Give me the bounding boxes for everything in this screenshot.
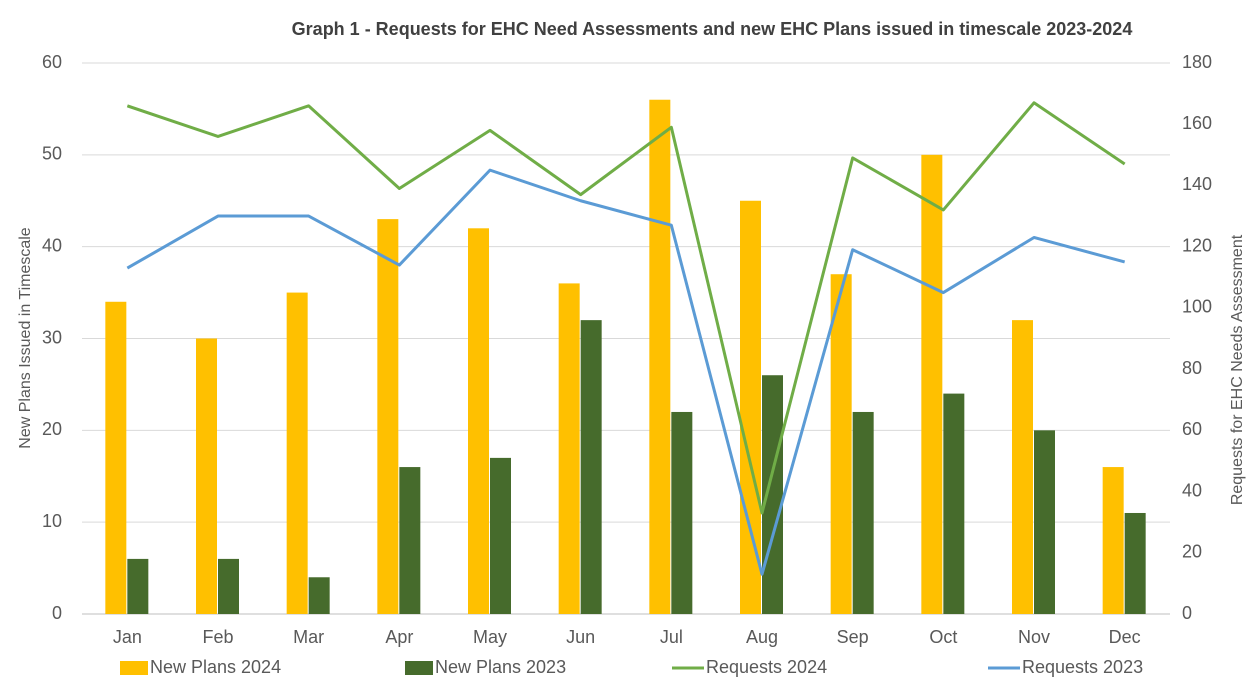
bar bbox=[105, 301, 127, 614]
chart-title: Graph 1 - Requests for EHC Need Assessme… bbox=[291, 19, 1133, 39]
y2-axis-label: Requests for EHC Needs Assessment bbox=[1229, 234, 1246, 505]
y2-tick-label: 0 bbox=[1182, 603, 1192, 623]
x-tick-label: Mar bbox=[293, 627, 324, 647]
y2-tick-label: 180 bbox=[1182, 52, 1212, 72]
bar bbox=[196, 338, 217, 614]
y-axis-label: New Plans Issued in Timescale bbox=[17, 227, 34, 449]
bar bbox=[468, 228, 489, 615]
x-tick-label: May bbox=[473, 627, 507, 647]
y2-tick-label: 60 bbox=[1182, 419, 1202, 439]
legend-swatch bbox=[120, 661, 148, 675]
bar bbox=[1012, 320, 1033, 614]
x-tick-label: Feb bbox=[202, 627, 233, 647]
line-series bbox=[126, 168, 1126, 576]
y-tick-label: 50 bbox=[42, 144, 62, 164]
x-tick-label: Sep bbox=[837, 627, 869, 647]
y2-tick-label: 40 bbox=[1182, 480, 1202, 500]
y-tick-label: 30 bbox=[42, 327, 62, 347]
bar bbox=[558, 283, 580, 614]
legend-label: Requests 2024 bbox=[706, 657, 827, 677]
bar bbox=[1102, 467, 1124, 614]
y2-tick-label: 120 bbox=[1182, 235, 1212, 255]
bar bbox=[127, 558, 149, 614]
bar bbox=[1034, 430, 1055, 614]
y-tick-label: 10 bbox=[42, 511, 62, 531]
x-tick-label: Jul bbox=[660, 627, 683, 647]
bar bbox=[286, 292, 308, 614]
x-tick-label: Apr bbox=[385, 627, 413, 647]
y-tick-label: 0 bbox=[52, 603, 62, 623]
y-tick-label: 20 bbox=[42, 419, 62, 439]
y-tick-label: 40 bbox=[42, 235, 62, 255]
legend-label: New Plans 2024 bbox=[150, 657, 281, 677]
bar bbox=[580, 320, 602, 614]
bar bbox=[490, 457, 511, 614]
bar bbox=[943, 393, 965, 614]
bar bbox=[852, 411, 874, 614]
legend-label: Requests 2023 bbox=[1022, 657, 1143, 677]
x-tick-label: Jun bbox=[566, 627, 595, 647]
bar bbox=[671, 411, 693, 614]
y2-tick-label: 100 bbox=[1182, 297, 1212, 317]
bar bbox=[377, 219, 399, 614]
x-tick-label: Aug bbox=[746, 627, 778, 647]
bar bbox=[830, 274, 852, 614]
bar bbox=[649, 99, 671, 614]
y2-tick-label: 80 bbox=[1182, 358, 1202, 378]
line-series bbox=[126, 101, 1126, 515]
legend-swatch bbox=[405, 661, 433, 675]
y-tick-label: 60 bbox=[42, 52, 62, 72]
y2-tick-label: 160 bbox=[1182, 113, 1212, 133]
bar bbox=[740, 200, 761, 614]
bar bbox=[921, 154, 943, 615]
x-tick-label: Dec bbox=[1109, 627, 1141, 647]
bar bbox=[308, 577, 330, 614]
bar bbox=[1124, 512, 1146, 614]
x-tick-label: Jan bbox=[113, 627, 142, 647]
bar bbox=[218, 558, 239, 614]
y2-tick-label: 20 bbox=[1182, 542, 1202, 562]
bar bbox=[399, 467, 421, 614]
y2-tick-label: 140 bbox=[1182, 174, 1212, 194]
x-tick-label: Nov bbox=[1018, 627, 1050, 647]
x-tick-label: Oct bbox=[929, 627, 957, 647]
legend-label: New Plans 2023 bbox=[435, 657, 566, 677]
